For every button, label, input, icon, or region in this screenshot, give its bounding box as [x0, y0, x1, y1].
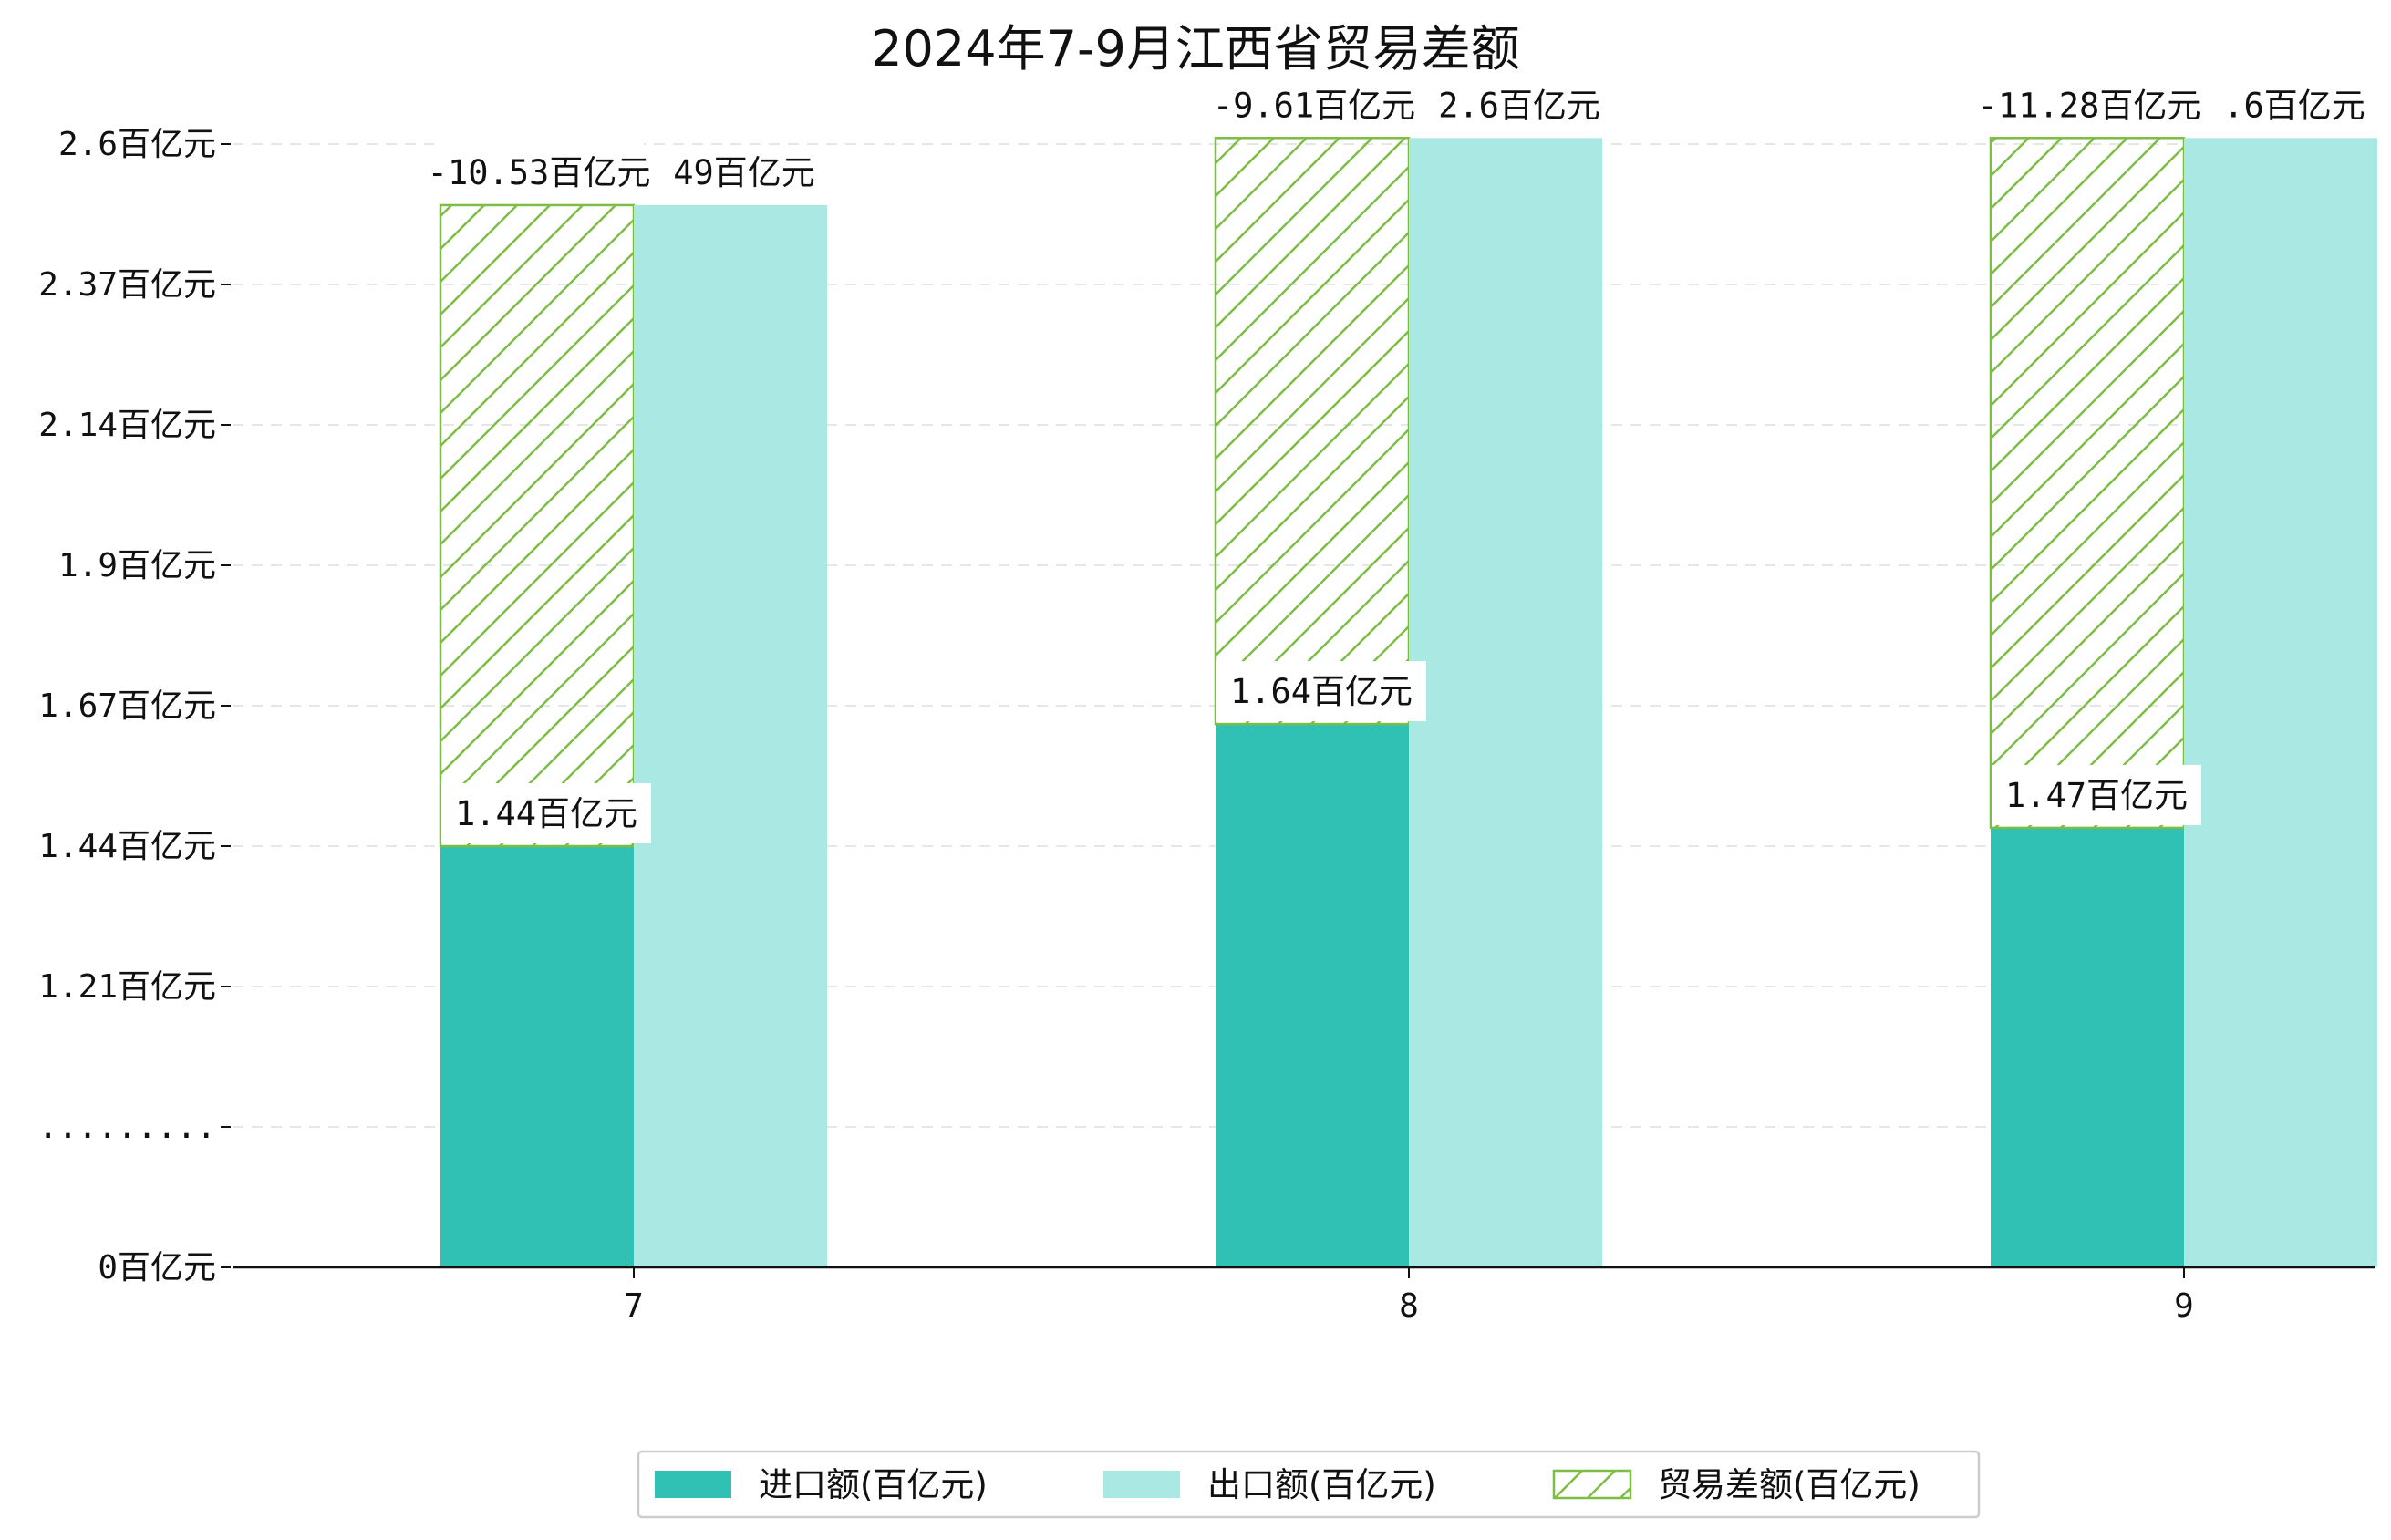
trade-balance-label-top-7-text: -10.53百亿元	[428, 153, 651, 192]
legend-item-1: 进口额(百亿元)	[655, 1465, 988, 1504]
trade-balance-label-top-9-box	[1984, 75, 2194, 136]
trade-balance-label-top-8: -9.61百亿元	[1209, 75, 1419, 136]
bar-import-7	[440, 846, 634, 1267]
bar-import-9	[1991, 827, 2184, 1267]
import-label-8-box	[1216, 661, 1426, 722]
legend-swatch	[1552, 1469, 1632, 1500]
import-label-9: 1.47百亿元	[1992, 764, 2201, 825]
y-tick-label: 1.21百亿元	[38, 968, 216, 1006]
import-label-7: 1.44百亿元	[441, 783, 651, 843]
y-tick-label: 2.37百亿元	[38, 266, 216, 304]
import-label-9-text: 1.47百亿元	[2005, 776, 2188, 815]
trade-balance-label-top-8-box	[1209, 75, 1419, 136]
legend-swatch	[655, 1471, 731, 1498]
bar-trade-balance-8	[1214, 137, 1411, 726]
x-axis-ticks: 7 8 9	[624, 1267, 2194, 1325]
x-tick-label: 7	[624, 1287, 644, 1325]
import-label-9-box	[1992, 764, 2201, 825]
legend-item-2: 出口额(百亿元)	[1103, 1465, 1436, 1504]
chart-title: 2024年7-9月江西省贸易差额	[871, 20, 1520, 78]
bars	[439, 137, 2377, 1268]
legend: 进口额(百亿元) 出口额(百亿元) 贸易差额(百亿元)	[637, 1450, 1981, 1519]
bar-import-8	[1216, 724, 1409, 1267]
y-tick-label: 1.67百亿元	[38, 687, 216, 725]
x-tick-label: 9	[2174, 1287, 2194, 1325]
bar-trade-balance-7	[439, 203, 636, 848]
y-tick-label: 0百亿元	[98, 1249, 216, 1287]
bar-trade-balance-9	[1989, 137, 2186, 830]
export-label-8: 2.6百亿元	[1438, 86, 1600, 125]
import-label-7-text: 1.44百亿元	[455, 794, 637, 833]
export-label-9: .6百亿元	[2223, 86, 2365, 125]
x-tick-label: 8	[1399, 1287, 1419, 1325]
y-tick-label: 1.44百亿元	[38, 828, 216, 865]
trade-balance-label-top-7-box	[434, 141, 644, 202]
legend-swatch	[1103, 1471, 1180, 1498]
y-tick-label: 1.9百亿元	[58, 547, 216, 584]
bar-export-8	[1409, 138, 1602, 1268]
y-axis-ticks: 0百亿元......... 1.21百亿元 1.44百亿元 1.67百亿元 1.9百亿元…	[38, 126, 231, 1287]
export-label-7: 49百亿元	[673, 153, 815, 192]
legend-frame	[637, 1450, 1981, 1519]
import-label-7-box	[441, 783, 651, 843]
trade-balance-label-top-7: -10.53百亿元	[428, 141, 651, 202]
y-tick-label: 2.6百亿元	[58, 126, 216, 163]
trade-balance-label-top-8-text: -9.61百亿元	[1213, 86, 1415, 125]
legend-label: 出口额(百亿元)	[1207, 1465, 1436, 1504]
trade-balance-label-top-9-text: -11.28百亿元	[1978, 86, 2201, 125]
y-tick-label: .........	[38, 1109, 216, 1146]
legend-item-3: 贸易差额(百亿元)	[1552, 1465, 1920, 1504]
import-label-8: 1.64百亿元	[1216, 661, 1426, 722]
value-labels: -10.53百亿元 1.44百亿元 49百亿元 -9.61百亿元 1.64百亿元 2.6百…	[428, 75, 2365, 843]
bar-export-7	[634, 204, 827, 1267]
bar-export-9	[2184, 138, 2377, 1268]
trade-balance-label-top-9: -11.28百亿元	[1978, 75, 2201, 136]
legend-label: 贸易差额(百亿元)	[1658, 1465, 1920, 1504]
legend-label: 进口额(百亿元)	[759, 1465, 988, 1504]
import-label-8-text: 1.64百亿元	[1230, 672, 1413, 711]
y-tick-label: 2.14百亿元	[38, 407, 216, 444]
